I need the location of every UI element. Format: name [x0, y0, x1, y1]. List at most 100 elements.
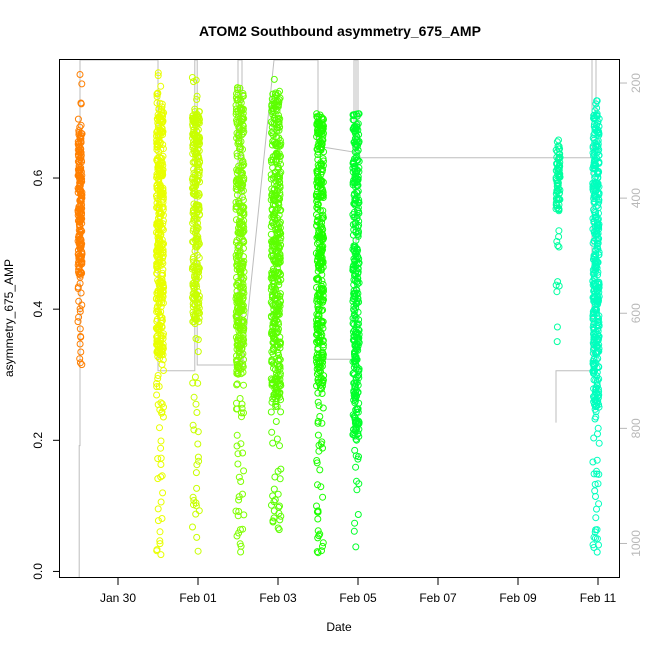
data-point	[236, 395, 244, 402]
data-point	[314, 549, 322, 557]
data-point	[273, 402, 281, 410]
data-point	[76, 201, 84, 209]
data-point	[317, 162, 325, 170]
data-point	[593, 548, 601, 556]
data-point	[269, 350, 277, 358]
data-point	[77, 333, 85, 340]
data-point	[352, 423, 360, 431]
data-point	[353, 182, 361, 190]
data-point	[156, 294, 164, 302]
data-point	[237, 138, 245, 145]
data-point	[276, 293, 283, 301]
data-point	[349, 297, 357, 305]
data-point	[269, 127, 277, 135]
data-point	[270, 75, 278, 83]
data-point	[593, 138, 601, 146]
data-point	[276, 206, 284, 214]
data-point	[77, 255, 85, 263]
data-point	[556, 173, 564, 181]
data-point	[238, 265, 246, 273]
data-point	[157, 461, 165, 468]
data-point	[315, 441, 323, 449]
data-point	[269, 218, 277, 226]
data-point	[352, 463, 360, 471]
data-point	[276, 290, 284, 298]
data-point	[157, 444, 165, 452]
data-point	[237, 548, 245, 556]
data-point	[276, 174, 284, 182]
data-point	[355, 331, 363, 339]
data-point	[313, 284, 320, 291]
data-point	[189, 130, 197, 138]
data-point	[189, 303, 197, 311]
data-point	[355, 259, 363, 267]
data-point	[192, 315, 200, 323]
data-point	[76, 235, 84, 243]
data-point	[594, 298, 602, 306]
data-point	[314, 252, 322, 260]
data-point	[273, 220, 281, 228]
data-point	[237, 106, 245, 114]
data-point	[594, 336, 602, 344]
data-point	[594, 271, 602, 279]
data-point	[351, 220, 359, 228]
data-point	[240, 467, 248, 475]
data-point	[276, 195, 284, 203]
data-point	[276, 250, 284, 258]
data-point	[353, 346, 360, 354]
data-point	[591, 487, 599, 495]
y-tick-label: 0.4	[31, 301, 45, 318]
data-point	[590, 470, 598, 478]
data-point	[157, 184, 164, 192]
data-point	[315, 327, 323, 335]
data-point	[232, 177, 240, 185]
data-point	[157, 437, 165, 445]
data-point	[318, 144, 326, 152]
data-point	[234, 308, 242, 316]
data-point	[593, 526, 601, 534]
data-point	[239, 237, 247, 245]
data-point	[318, 247, 326, 255]
x-tick-label: Feb 01	[179, 591, 217, 605]
data-point	[352, 342, 359, 350]
data-point	[315, 402, 323, 410]
data-point	[158, 472, 166, 480]
data-point	[237, 154, 245, 162]
data-point	[195, 168, 203, 176]
series-burst-9	[589, 97, 603, 556]
series-burst-3	[188, 74, 204, 555]
data-point	[276, 182, 284, 190]
data-point	[273, 155, 281, 163]
data-point	[237, 440, 245, 448]
data-point	[314, 508, 322, 516]
data-point	[190, 283, 198, 291]
data-point	[591, 480, 599, 488]
data-point	[235, 243, 243, 251]
data-point	[238, 351, 246, 359]
data-point	[155, 237, 162, 245]
data-point	[159, 351, 167, 359]
data-point	[190, 78, 197, 86]
data-point	[556, 145, 564, 153]
data-point	[158, 100, 166, 108]
data-point	[233, 237, 241, 244]
data-point	[273, 97, 281, 104]
data-point	[351, 519, 359, 527]
data-point	[273, 303, 281, 311]
data-point	[235, 529, 243, 537]
data-point	[157, 82, 165, 90]
data-point	[553, 288, 561, 296]
data-point	[314, 534, 322, 542]
data-point	[276, 123, 284, 131]
data-point	[593, 456, 601, 464]
data-point	[553, 338, 561, 346]
data-point	[272, 89, 280, 97]
data-point	[270, 338, 278, 346]
data-point	[591, 285, 598, 293]
data-point	[591, 415, 599, 423]
data-point	[318, 547, 325, 555]
x-tick-label: Feb 09	[499, 591, 537, 605]
data-point	[554, 195, 562, 203]
data-point	[268, 158, 276, 166]
data-point	[552, 205, 560, 213]
